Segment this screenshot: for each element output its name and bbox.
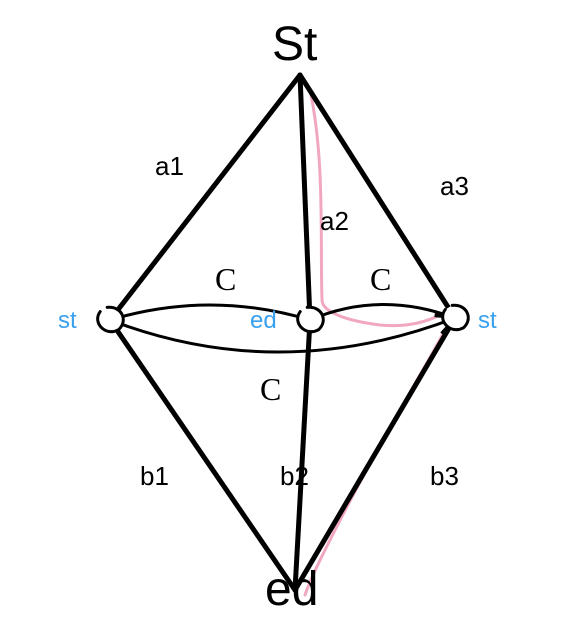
node-right: [443, 305, 469, 329]
edge-a1: [110, 75, 300, 320]
node-label-top: St: [272, 18, 317, 71]
node-mid: [298, 307, 324, 331]
node-label-mid: ed: [250, 307, 277, 334]
node-left: [98, 307, 124, 331]
node-label-left: st: [58, 307, 77, 334]
edge-label-a1: a1: [155, 151, 184, 181]
edge-label-c3: C: [260, 371, 281, 407]
edge-label-b1: b1: [140, 461, 169, 491]
edge-b3: [295, 318, 455, 590]
edge-label-c1: C: [215, 261, 236, 297]
graph-diagram: a1 a2 a3 b1 b2 b3 C C C St st ed st ed: [0, 0, 588, 624]
edge-label-b3: b3: [430, 461, 459, 491]
edge-c1: [110, 305, 310, 320]
node-label-right: st: [478, 307, 497, 334]
edge-a2: [300, 75, 310, 320]
node-label-bottom: ed: [265, 563, 318, 616]
edge-b2: [295, 320, 310, 590]
edge-c3: [110, 318, 455, 352]
edge-label-c2: C: [370, 261, 391, 297]
edge-label-b2: b2: [280, 461, 309, 491]
edge-b1: [110, 320, 295, 590]
edge-label-a3: a3: [440, 171, 469, 201]
edge-label-a2: a2: [320, 206, 349, 236]
